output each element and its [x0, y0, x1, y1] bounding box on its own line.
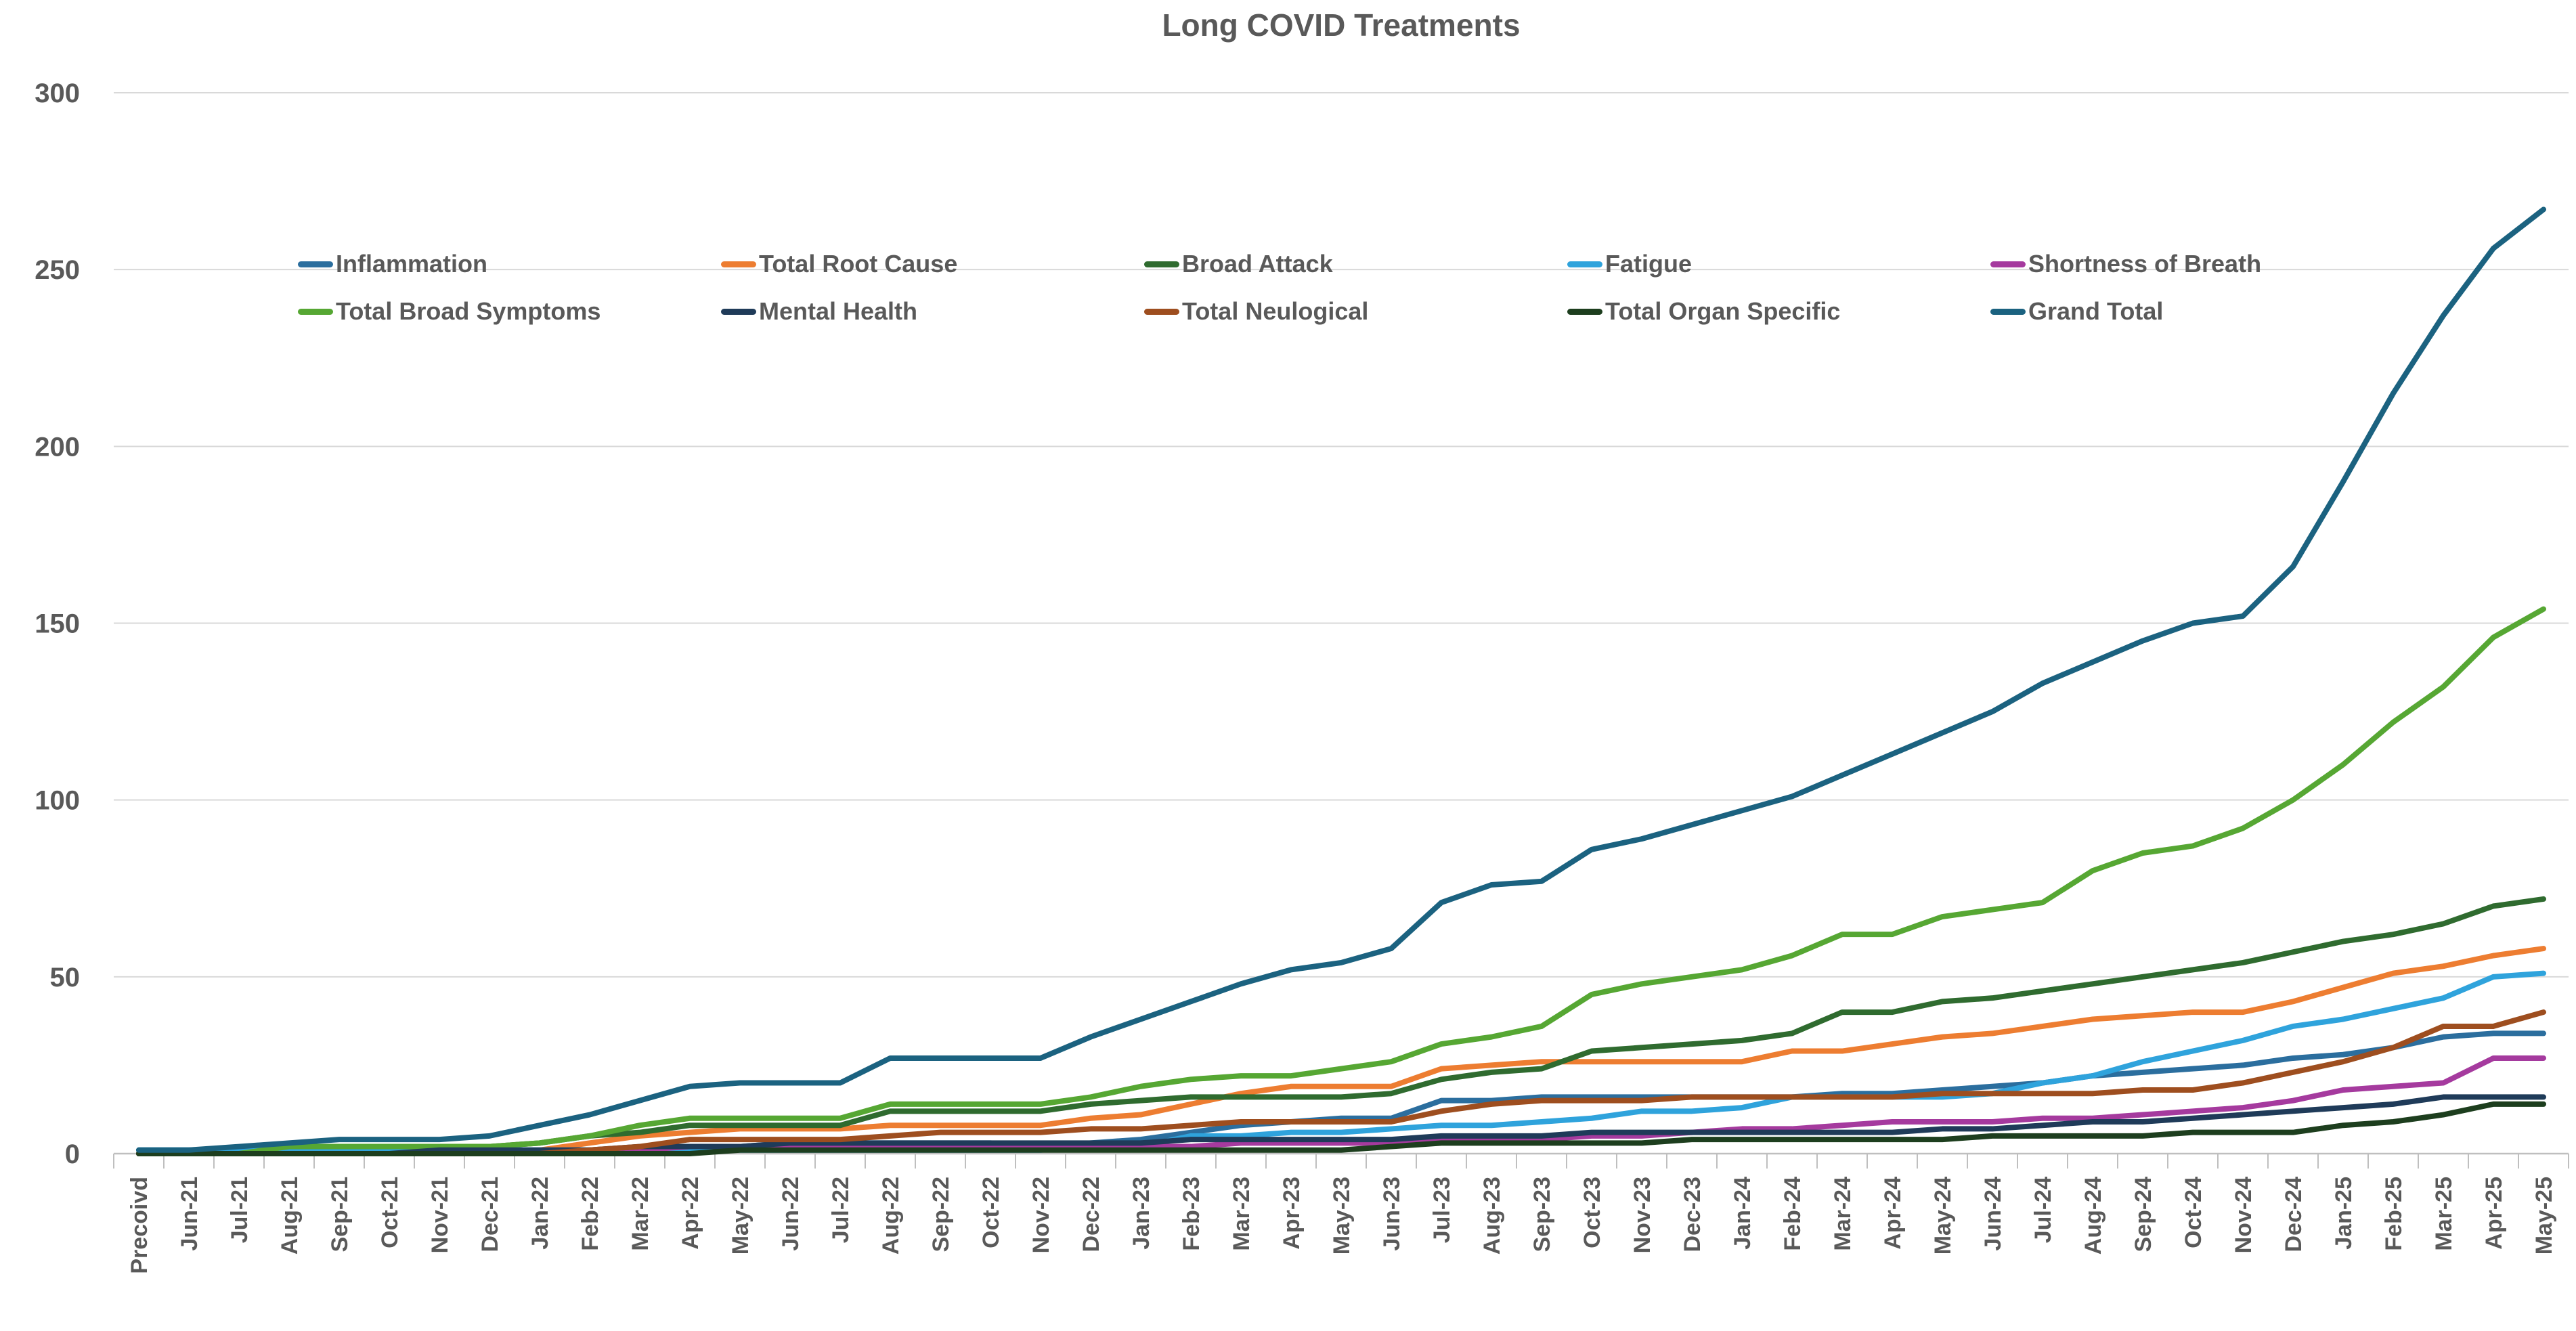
x-tick-label: Dec-23 [1680, 1177, 1705, 1252]
x-tick-label: May-22 [728, 1177, 754, 1254]
x-tick-label: Jan-23 [1129, 1177, 1154, 1250]
y-tick-label: 50 [50, 963, 81, 992]
x-tick-label: Nov-21 [427, 1177, 453, 1253]
x-tick-label: Apr-22 [678, 1177, 703, 1250]
x-tick-label: Jan-25 [2331, 1177, 2357, 1250]
x-tick-label: Nov-22 [1028, 1177, 1054, 1253]
x-tick-label: Apr-25 [2481, 1177, 2507, 1250]
x-tick-label: Aug-24 [2080, 1177, 2106, 1254]
x-tick-label: Feb-25 [2381, 1177, 2407, 1251]
x-tick-label: Jul-22 [828, 1177, 854, 1243]
x-tick-label: Oct-22 [978, 1177, 1004, 1248]
x-tick-label: Jun-21 [177, 1177, 202, 1251]
x-tick-label: Feb-24 [1780, 1177, 1806, 1251]
x-tick-label: Mar-25 [2431, 1177, 2457, 1251]
series-line-grand-total [136, 206, 2546, 1153]
x-tick-label: Nov-24 [2231, 1177, 2256, 1253]
x-tick-label: Jul-24 [2030, 1177, 2056, 1243]
x-tick-label: Aug-21 [277, 1177, 303, 1254]
x-tick-label: Sep-21 [327, 1177, 353, 1252]
x-tick-label: Sep-22 [928, 1177, 954, 1252]
x-tick-label: Jul-21 [227, 1177, 253, 1243]
x-tick-label: Dec-21 [477, 1177, 503, 1252]
x-tick-label: Jun-22 [778, 1177, 804, 1251]
x-tick-label: Feb-22 [577, 1177, 603, 1251]
y-tick-label: 200 [35, 432, 80, 462]
x-tick-label: Jul-23 [1429, 1177, 1455, 1243]
x-tick-label: Aug-22 [878, 1177, 904, 1254]
x-tick-label: May-25 [2531, 1177, 2557, 1254]
series-line-broad-attack [136, 896, 2546, 1156]
x-tick-label: Jun-23 [1379, 1177, 1405, 1251]
x-tick-label: Jan-22 [527, 1177, 553, 1250]
x-tick-label: May-23 [1329, 1177, 1355, 1254]
series-line-mental-health [136, 1094, 2546, 1156]
x-tick-label: Sep-24 [2131, 1177, 2156, 1252]
x-tick-label: Dec-22 [1078, 1177, 1104, 1252]
y-tick-label: 0 [65, 1139, 80, 1169]
x-tick-label: Feb-23 [1179, 1177, 1204, 1251]
x-tick-label: Aug-23 [1479, 1177, 1505, 1254]
x-tick-label: Jun-24 [1980, 1177, 2006, 1251]
x-tick-label: Oct-21 [377, 1177, 403, 1248]
x-tick-label: Mar-23 [1229, 1177, 1254, 1251]
x-tick-label: Apr-24 [1880, 1177, 1906, 1250]
series-line-total-broad-symptoms [136, 606, 2546, 1156]
x-tick-label: Dec-24 [2281, 1177, 2307, 1252]
x-tick-label: Oct-24 [2181, 1177, 2206, 1248]
y-tick-label: 100 [35, 786, 80, 816]
x-tick-label: Nov-23 [1630, 1177, 1655, 1253]
y-tick-label: 250 [35, 255, 80, 285]
chart-title: Long COVID Treatments [1162, 7, 1521, 43]
x-tick-label: Sep-23 [1529, 1177, 1555, 1252]
x-tick-label: Apr-23 [1279, 1177, 1305, 1250]
y-tick-label: 300 [35, 79, 80, 108]
y-tick-label: 150 [35, 609, 80, 639]
x-tick-label: May-24 [1930, 1177, 1956, 1254]
x-tick-label: Mar-22 [628, 1177, 653, 1251]
x-tick-label: Oct-23 [1579, 1177, 1605, 1248]
series-line-total-organ-specific [136, 1101, 2546, 1156]
x-tick-label: Precoivd [127, 1177, 152, 1274]
x-tick-label: Jan-24 [1730, 1177, 1755, 1250]
x-tick-label: Mar-24 [1830, 1177, 1856, 1251]
